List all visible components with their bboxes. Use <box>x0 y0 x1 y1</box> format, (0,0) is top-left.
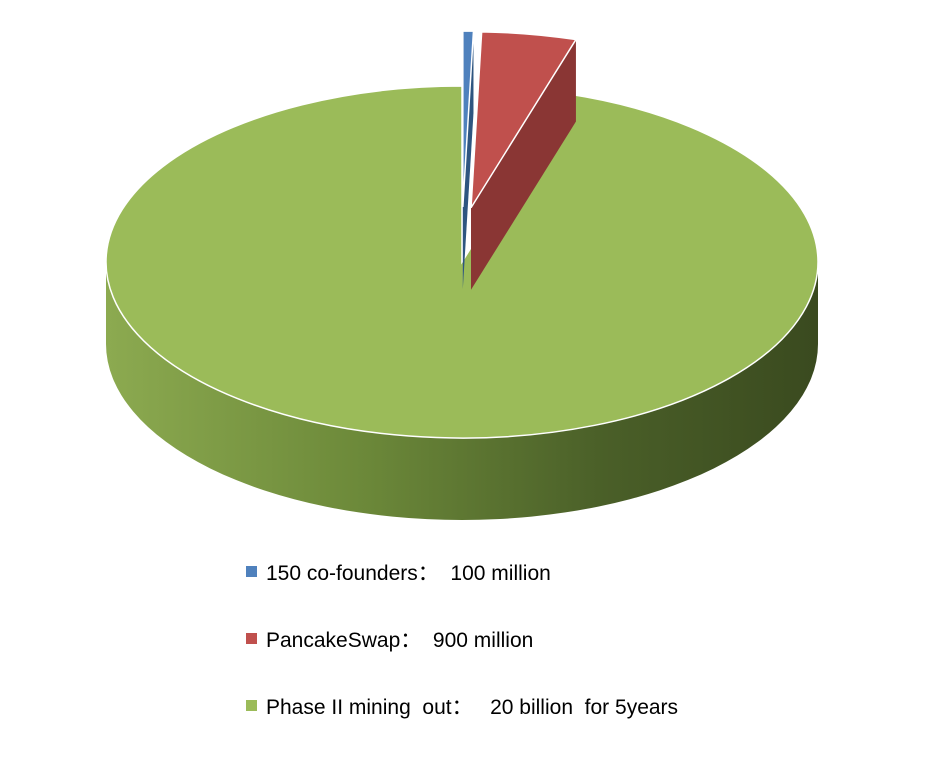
pie-chart-canvas <box>105 30 819 520</box>
pie-slice-cut-2-2 <box>471 39 576 290</box>
legend: 150 co-founders： 100 million PancakeSwap：… <box>246 560 926 761</box>
legend-swatch <box>246 633 257 644</box>
pie-slice-3 <box>105 85 819 520</box>
pie-slices <box>105 30 819 520</box>
legend-item: Phase II mining out： 20 billion for 5yea… <box>246 694 926 761</box>
pie-slice-1 <box>462 30 475 290</box>
pie-slice-top-2 <box>470 31 578 209</box>
pie-slice-top-1 <box>462 30 475 208</box>
legend-item: 150 co-founders： 100 million <box>246 560 926 627</box>
pie-slice-top-3 <box>105 85 819 439</box>
legend-label: PancakeSwap： 900 million <box>266 629 534 652</box>
legend-label: 150 co-founders： 100 million <box>266 562 551 585</box>
legend-swatch <box>246 700 257 711</box>
pie-slice-cut-1-2 <box>462 31 474 290</box>
pie-slice-2 <box>470 31 578 290</box>
pie-chart: 150 co-founders： 100 million PancakeSwap：… <box>105 30 819 719</box>
legend-swatch <box>246 566 257 577</box>
legend-item: PancakeSwap： 900 million <box>246 627 926 694</box>
legend-label: Phase II mining out： 20 billion for 5yea… <box>266 696 679 719</box>
pie-slice-side-3 <box>106 262 818 520</box>
